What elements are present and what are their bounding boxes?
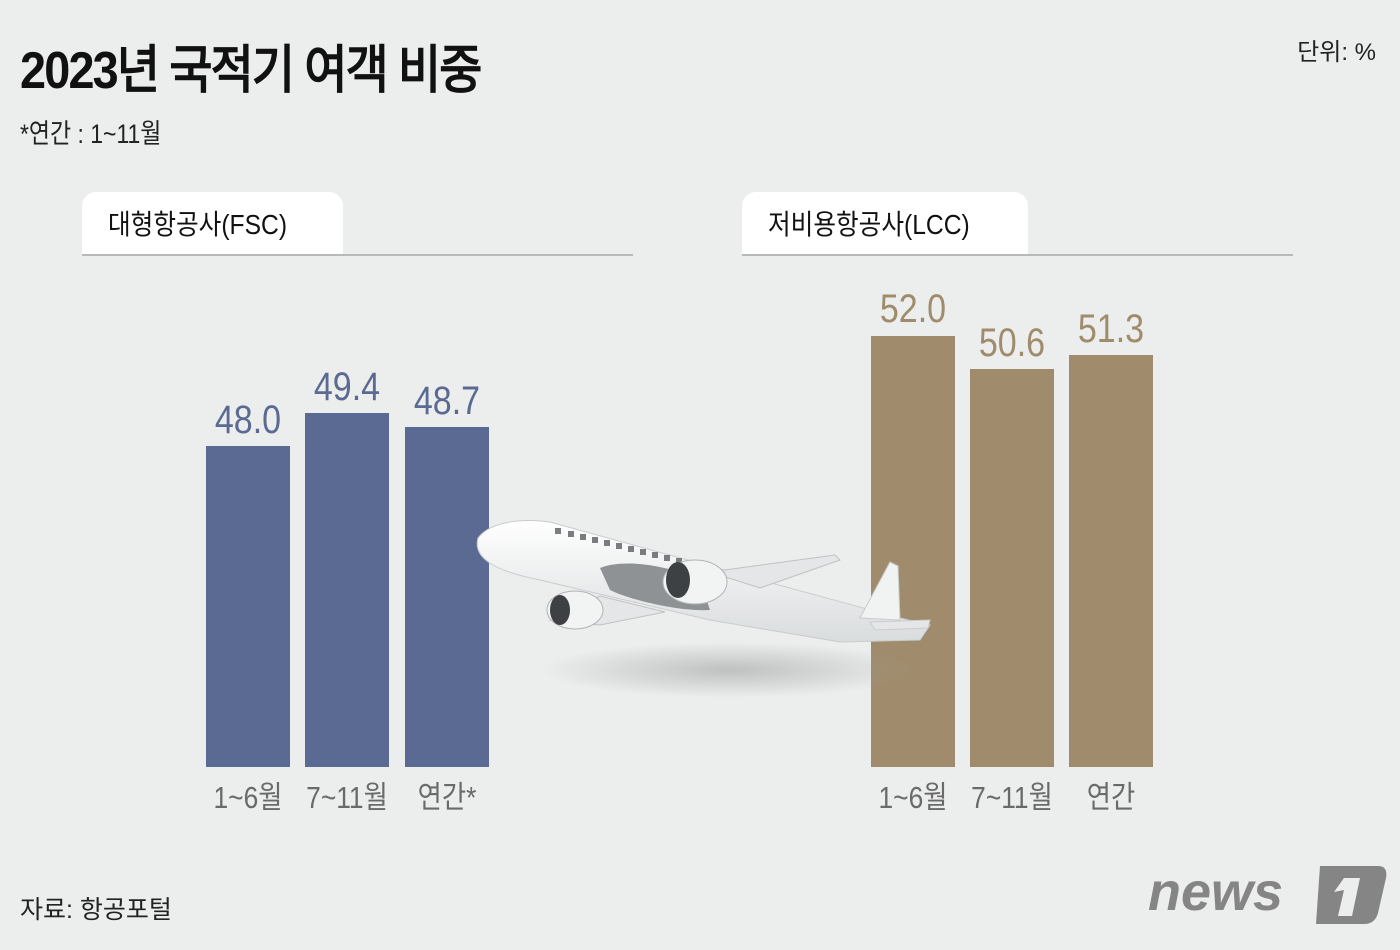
fsc-panel-title: 대형항공사(FSC) <box>108 209 288 240</box>
fsc-panel-tab: 대형항공사(FSC) <box>82 192 343 254</box>
lcc-category-3: 연간 <box>1086 780 1136 815</box>
fsc-bar-3 <box>405 427 489 767</box>
fsc-value-3: 48.7 <box>413 379 481 423</box>
lcc-bar-1 <box>871 336 955 767</box>
lcc-category-1: 1~6월 <box>878 780 948 815</box>
source-label: 자료: 항공포털 <box>20 896 172 924</box>
fsc-category-2: 7~11월 <box>306 780 388 815</box>
lcc-bar-2 <box>970 369 1054 767</box>
page-title: 2023년 국적기 여객 비중 <box>20 42 482 100</box>
news1-logo: news <box>1148 862 1387 924</box>
lcc-bar-3 <box>1069 355 1153 767</box>
fsc-value-2: 49.4 <box>313 365 381 409</box>
news1-logo-text: news <box>1148 862 1283 922</box>
unit-label: 단위: % <box>1297 39 1376 66</box>
fsc-bar-1 <box>206 446 290 767</box>
fsc-value-1: 48.0 <box>214 398 282 442</box>
lcc-category-2: 7~11월 <box>971 780 1053 815</box>
subtitle-note: *연간 : 1~11월 <box>20 119 162 149</box>
lcc-value-2: 50.6 <box>978 321 1046 365</box>
airplane-illustration <box>476 520 931 698</box>
lcc-value-1: 52.0 <box>879 287 947 331</box>
fsc-divider <box>82 254 633 256</box>
lcc-divider <box>742 254 1293 256</box>
fsc-bar-2 <box>305 413 389 767</box>
fsc-category-3: 연간* <box>417 780 477 815</box>
fsc-category-1: 1~6월 <box>213 780 283 815</box>
lcc-panel-title: 저비용항공사(LCC) <box>768 209 970 240</box>
lcc-value-3: 51.3 <box>1077 307 1145 351</box>
lcc-panel-tab: 저비용항공사(LCC) <box>742 192 1028 254</box>
